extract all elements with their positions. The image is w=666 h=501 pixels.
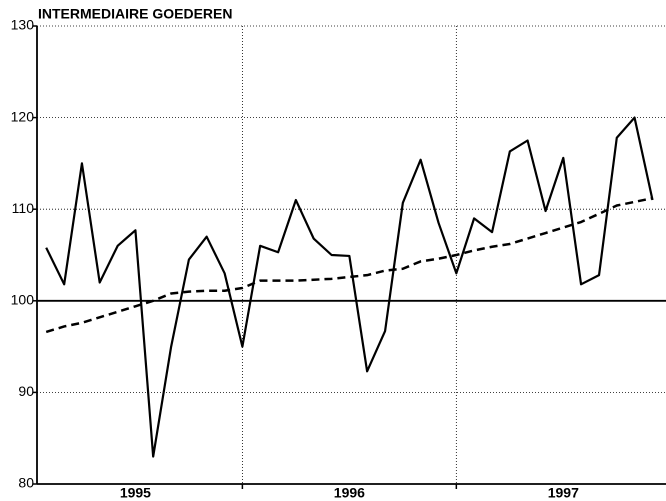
y-tick-label: 90 xyxy=(18,383,34,399)
y-tick-label: 80 xyxy=(18,475,34,491)
x-tick-label: 1995 xyxy=(120,485,151,501)
y-tick-label: 100 xyxy=(11,292,35,308)
x-tick-label: 1997 xyxy=(548,485,579,501)
data-line xyxy=(45,116,654,458)
chart-title: INTERMEDIAIRE GOEDEREN xyxy=(38,6,232,22)
data-line xyxy=(45,196,653,334)
y-tick-label: 130 xyxy=(11,17,35,33)
y-tick-label: 120 xyxy=(11,108,35,124)
x-tick-label: 1996 xyxy=(334,485,365,501)
y-tick-label: 110 xyxy=(12,200,35,216)
